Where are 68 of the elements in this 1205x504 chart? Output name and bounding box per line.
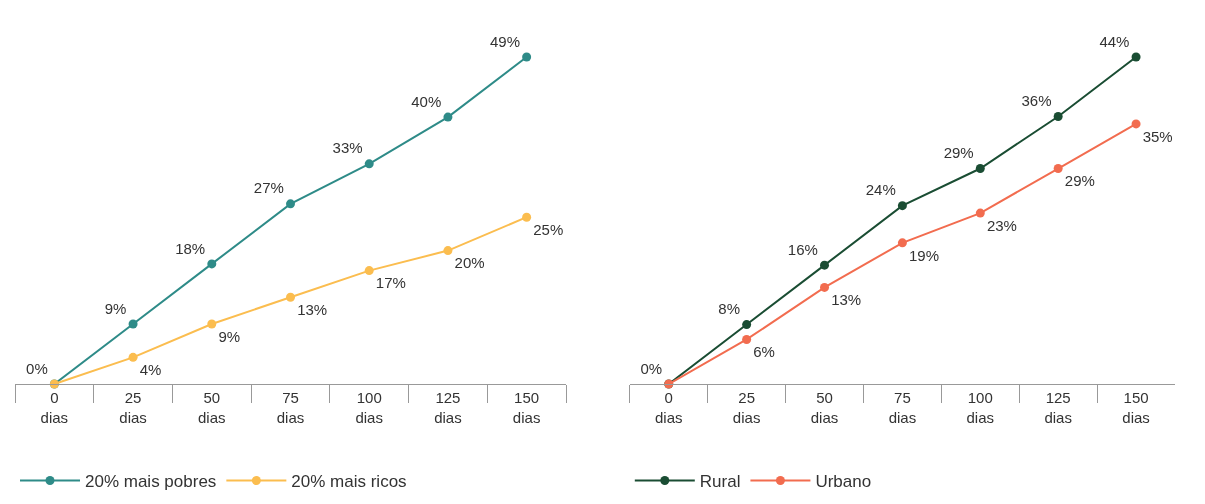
point [742, 320, 752, 330]
legend-label: 20% mais ricos [291, 472, 407, 492]
point [1053, 111, 1063, 121]
point [975, 164, 985, 174]
legend-label: Urbano [815, 472, 872, 492]
point [1131, 119, 1141, 129]
data-label: 16% [787, 240, 818, 258]
data-label: 0% [640, 359, 663, 377]
point [443, 112, 453, 122]
point [207, 319, 217, 329]
data-label: 19% [909, 246, 940, 264]
data-label: 36% [1021, 92, 1052, 110]
x-tick-label: 125 dias [1044, 389, 1072, 426]
data-label: 13% [831, 291, 862, 309]
point [364, 159, 374, 169]
point [207, 259, 217, 269]
point [820, 282, 830, 292]
point [1053, 164, 1063, 174]
data-label: 0% [26, 359, 48, 377]
data-label: 40% [411, 92, 442, 110]
data-label: 17% [375, 274, 406, 292]
data-label: 9% [104, 299, 127, 317]
point [897, 201, 907, 211]
x-tick-label: 0 dias [40, 389, 69, 426]
x-tick-label: 50 dias [198, 389, 226, 426]
point [1131, 52, 1141, 62]
point [820, 260, 830, 270]
point [286, 292, 295, 302]
x-tick-label: 100 dias [355, 389, 383, 426]
data-label: 29% [943, 144, 974, 162]
data-label: 6% [753, 343, 775, 361]
data-label: 49% [489, 32, 521, 50]
point [286, 199, 295, 209]
data-label: 18% [175, 239, 206, 257]
point [443, 246, 453, 256]
x-tick-label: 75 dias [888, 389, 917, 426]
x-tick-label: 25 dias [732, 389, 761, 426]
point [897, 238, 907, 248]
data-label: 35% [1142, 127, 1173, 145]
point [128, 319, 138, 329]
x-tick-label: 100 dias [966, 389, 995, 426]
x-tick-label: 150 dias [512, 389, 541, 426]
data-label: 4% [139, 361, 162, 379]
x-tick-label: 75 dias [276, 389, 305, 426]
data-label: 27% [253, 179, 284, 197]
data-label: 29% [1064, 172, 1095, 190]
point [128, 352, 138, 362]
data-label: 25% [533, 221, 564, 239]
data-label: 9% [218, 327, 241, 345]
x-tick-label: 125 dias [434, 389, 462, 426]
data-label: 44% [1099, 32, 1130, 50]
data-label: 24% [865, 181, 896, 199]
point [364, 266, 374, 276]
data-label: 23% [986, 216, 1017, 234]
data-label: 8% [718, 300, 741, 318]
x-tick-label: 0 dias [654, 389, 683, 426]
legend-label: 20% mais pobres [85, 472, 217, 492]
point [975, 208, 985, 218]
x-tick-label: 150 dias [1122, 389, 1150, 426]
x-tick-label: 25 dias [119, 389, 147, 426]
point [522, 52, 532, 62]
x-tick-label: 50 dias [810, 389, 839, 426]
point [522, 212, 532, 222]
data-label: 20% [454, 254, 485, 272]
point [742, 334, 752, 344]
legend-label: Rural [699, 472, 741, 492]
data-label: 13% [297, 301, 328, 319]
data-label: 33% [332, 139, 363, 157]
